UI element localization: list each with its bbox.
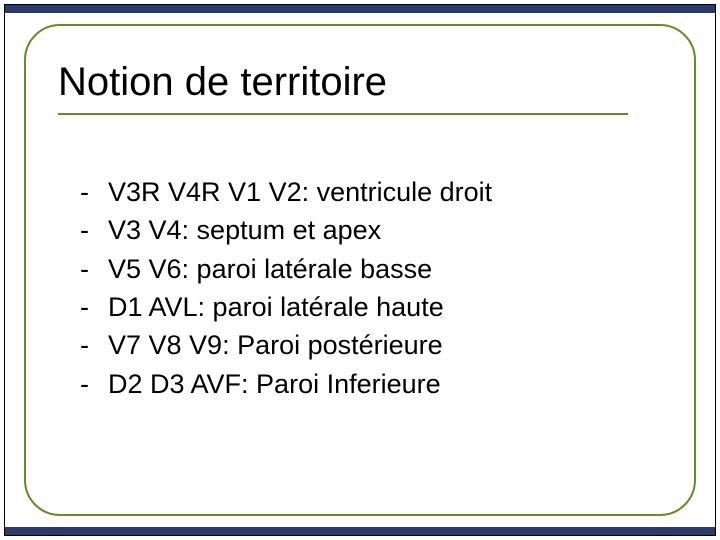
bullet-dash-icon: -: [80, 211, 108, 249]
list-item: - D2 D3 AVF: Paroi Inferieure: [80, 365, 680, 403]
list-item: - V7 V8 V9: Paroi postérieure: [80, 326, 680, 364]
list-item-text: D2 D3 AVF: Paroi Inferieure: [108, 365, 680, 403]
list-item-text: D1 AVL: paroi latérale haute: [108, 288, 680, 326]
list-item: - V5 V6: paroi latérale basse: [80, 250, 680, 288]
slide-title: Notion de territoire: [58, 60, 680, 105]
bullet-dash-icon: -: [80, 173, 108, 211]
bullet-dash-icon: -: [80, 326, 108, 364]
title-underline: [58, 113, 628, 115]
list-item: - D1 AVL: paroi latérale haute: [80, 288, 680, 326]
bullet-dash-icon: -: [80, 250, 108, 288]
list-item: - V3R V4R V1 V2: ventricule droit: [80, 173, 680, 211]
bottom-accent-bar: [5, 527, 715, 535]
list-item-text: V5 V6: paroi latérale basse: [108, 250, 680, 288]
list-item-text: V3 V4: septum et apex: [108, 211, 680, 249]
list-item-text: V7 V8 V9: Paroi postérieure: [108, 326, 680, 364]
bullet-dash-icon: -: [80, 288, 108, 326]
slide-content: Notion de territoire - V3R V4R V1 V2: ve…: [58, 60, 680, 403]
top-accent-bar: [5, 5, 715, 13]
bullet-dash-icon: -: [80, 365, 108, 403]
list-item-text: V3R V4R V1 V2: ventricule droit: [108, 173, 680, 211]
bullet-list: - V3R V4R V1 V2: ventricule droit - V3 V…: [58, 173, 680, 403]
list-item: - V3 V4: septum et apex: [80, 211, 680, 249]
